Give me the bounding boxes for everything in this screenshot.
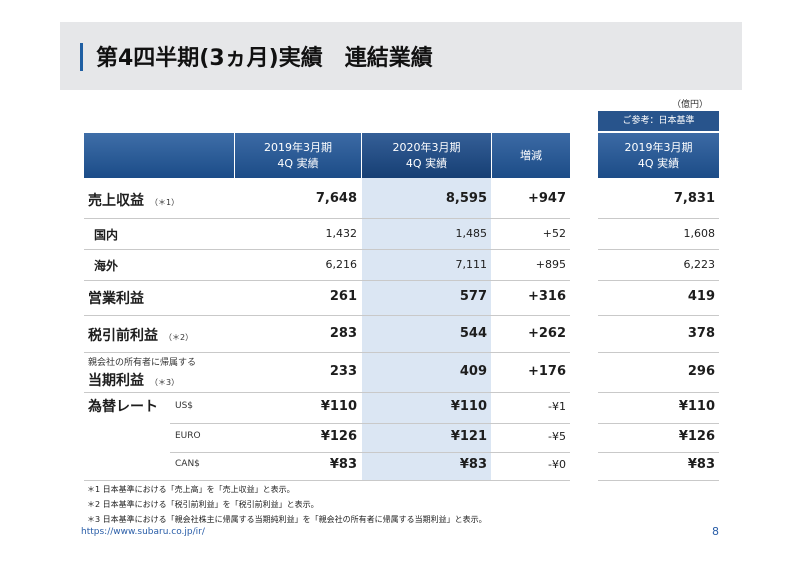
operating-profit-ref: 419 bbox=[687, 289, 715, 304]
domestic-change: +52 bbox=[542, 227, 566, 240]
pretax-profit-change: +262 bbox=[527, 326, 566, 341]
row-divider bbox=[84, 480, 570, 481]
ref-row-divider bbox=[598, 249, 719, 250]
revenue-label: 売上収益 bbox=[88, 193, 144, 209]
net-income-ref: 296 bbox=[687, 364, 715, 379]
unit-label: （億円） bbox=[672, 100, 709, 110]
row-divider bbox=[84, 352, 570, 353]
pretax-note: （＊2） bbox=[164, 333, 194, 342]
page-title: 第4四半期(3ヵ月)実績 連結業績 bbox=[96, 46, 433, 71]
fx-currency-cad: CAN$ bbox=[175, 459, 200, 469]
row-label-operating-profit: 営業利益 bbox=[88, 291, 144, 307]
revenue-fy2020: 8,595 bbox=[445, 191, 487, 206]
header-fy2020-line2: 4Q 実績 bbox=[405, 156, 448, 170]
header-reference-jgaap: 2019年3月期 4Q 実績 bbox=[598, 133, 719, 178]
fx-euro-ref: ¥126 bbox=[678, 429, 715, 444]
overseas-fy2019: 6,216 bbox=[325, 258, 358, 271]
fx-euro-change: -¥5 bbox=[548, 430, 566, 443]
revenue-change: +947 bbox=[527, 191, 566, 206]
footnote-3: ＊3 日本基準における「親会社株主に帰属する当期純利益」を「親会社の所有者に帰属… bbox=[87, 515, 487, 524]
fx-cad-fy2020: ¥83 bbox=[459, 457, 487, 472]
ref-row-divider bbox=[598, 280, 719, 281]
fx-usd-ref: ¥110 bbox=[678, 399, 715, 414]
footer-ir-link[interactable]: https://www.subaru.co.jp/ir/ bbox=[81, 527, 205, 537]
revenue-fy2019: 7,648 bbox=[315, 191, 357, 206]
domestic-fy2020: 1,485 bbox=[455, 227, 488, 240]
ref-row-divider bbox=[598, 218, 719, 219]
overseas-change: +895 bbox=[535, 258, 566, 271]
fx-euro-fy2019: ¥126 bbox=[320, 429, 357, 444]
net-income-note: （＊3） bbox=[150, 378, 180, 387]
header-change-label: 増減 bbox=[520, 148, 542, 162]
fx-currency-usd: US$ bbox=[175, 401, 194, 411]
overseas-fy2020: 7,111 bbox=[455, 258, 488, 271]
fx-cad-change: -¥0 bbox=[548, 458, 566, 471]
header-fy2019-line2: 4Q 実績 bbox=[277, 156, 319, 170]
row-label-revenue: 売上収益 （＊1） bbox=[88, 190, 179, 210]
header-change: 増減 bbox=[492, 133, 570, 178]
fx-currency-euro: EURO bbox=[175, 431, 201, 441]
ref-row-divider bbox=[598, 423, 719, 424]
fx-usd-fy2020: ¥110 bbox=[450, 399, 487, 414]
fy2020-column-highlight bbox=[362, 178, 491, 480]
footnote-2: ＊2 日本基準における「税引前利益」を「税引前利益」と表示。 bbox=[87, 500, 319, 509]
header-blank bbox=[84, 133, 234, 178]
row-divider bbox=[84, 218, 570, 219]
pretax-profit-fy2019: 283 bbox=[329, 326, 357, 341]
fx-usd-change: -¥1 bbox=[548, 400, 566, 413]
operating-profit-fy2019: 261 bbox=[329, 289, 357, 304]
pretax-profit-ref: 378 bbox=[687, 326, 715, 341]
revenue-ref: 7,831 bbox=[673, 191, 715, 206]
row-divider bbox=[84, 392, 570, 393]
header-fy2020-line1: 2020年3月期 bbox=[392, 140, 461, 154]
operating-profit-change: +316 bbox=[527, 289, 566, 304]
page-number: 8 bbox=[712, 525, 719, 538]
fx-usd-fy2019: ¥110 bbox=[320, 399, 357, 414]
title-accent-bar bbox=[80, 43, 83, 71]
footnote-1: ＊1 日本基準における「売上高」を「売上収益」と表示。 bbox=[87, 485, 295, 494]
ref-row-divider bbox=[598, 352, 719, 353]
row-divider bbox=[170, 423, 570, 424]
fx-euro-fy2020: ¥121 bbox=[450, 429, 487, 444]
header-fy2019-line1: 2019年3月期 bbox=[264, 140, 332, 154]
net-income-fy2019: 233 bbox=[329, 364, 357, 379]
net-income-change: +176 bbox=[527, 364, 566, 379]
fx-cad-ref: ¥83 bbox=[687, 457, 715, 472]
row-divider bbox=[84, 249, 570, 250]
title-band bbox=[60, 22, 742, 90]
header-ref-line2: 4Q 実績 bbox=[637, 156, 680, 170]
ref-row-divider bbox=[598, 392, 719, 393]
header-fy2020-4q: 2020年3月期 4Q 実績 bbox=[362, 133, 491, 178]
operating-profit-fy2020: 577 bbox=[459, 289, 487, 304]
overseas-ref: 6,223 bbox=[683, 258, 716, 271]
revenue-note: （＊1） bbox=[150, 198, 180, 207]
domestic-fy2019: 1,432 bbox=[325, 227, 358, 240]
row-label-overseas: 海外 bbox=[94, 259, 119, 273]
ref-row-divider bbox=[598, 452, 719, 453]
row-divider bbox=[84, 315, 570, 316]
fx-cad-fy2019: ¥83 bbox=[329, 457, 357, 472]
pretax-profit-fy2020: 544 bbox=[459, 326, 487, 341]
row-label-pretax-profit: 税引前利益 （＊2） bbox=[88, 325, 193, 345]
row-label-fx-rate: 為替レート bbox=[88, 399, 158, 415]
header-ref-line1: 2019年3月期 bbox=[624, 140, 693, 154]
row-divider bbox=[84, 280, 570, 281]
header-fy2019-4q: 2019年3月期 4Q 実績 bbox=[235, 133, 361, 178]
row-label-domestic: 国内 bbox=[94, 228, 119, 242]
row-label-net-income: 当期利益 （＊3） bbox=[88, 370, 179, 390]
net-income-fy2020: 409 bbox=[459, 364, 487, 379]
domestic-ref: 1,608 bbox=[683, 227, 716, 240]
ref-row-divider bbox=[598, 315, 719, 316]
ref-row-divider bbox=[598, 480, 719, 481]
row-divider bbox=[170, 452, 570, 453]
row-label-attributable-prefix: 親会社の所有者に帰属する bbox=[88, 358, 197, 368]
reference-tag: ご参考：日本基準 bbox=[598, 111, 719, 131]
net-income-label: 当期利益 bbox=[88, 373, 144, 389]
pretax-label: 税引前利益 bbox=[88, 328, 158, 344]
